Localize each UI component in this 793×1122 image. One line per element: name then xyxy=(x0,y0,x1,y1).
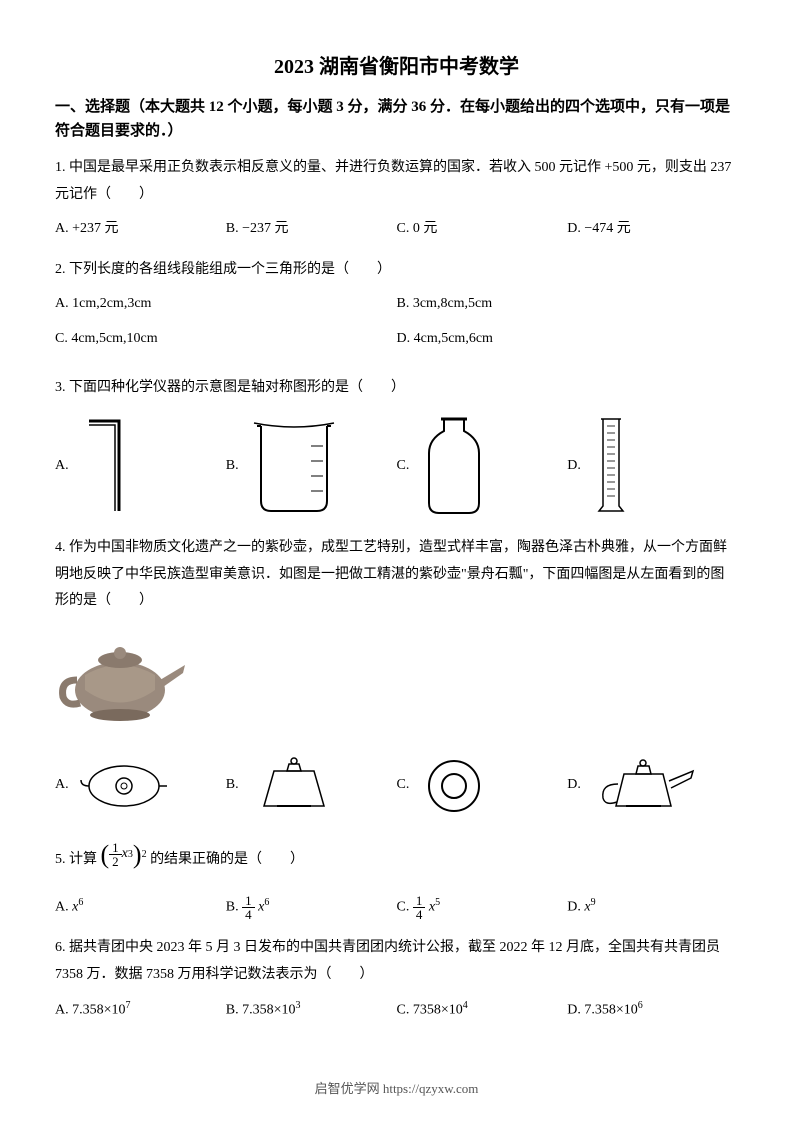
q5-c-label: C. xyxy=(397,900,410,915)
q2-option-a: A. 1cm,2cm,3cm xyxy=(55,291,397,318)
q5-expression: ( 1 2 x3 )2 xyxy=(101,830,147,879)
q6-option-d: D. 7.358×106 xyxy=(567,996,738,1024)
q6-text: 6. 据共青团中央 2023 年 5 月 3 日发布的中国共青团团内统计公报，截… xyxy=(55,935,738,988)
q5-frac-den: 2 xyxy=(109,855,122,868)
side-view-icon xyxy=(591,756,701,816)
question-3: 3. 下面四种化学仪器的示意图是轴对称图形的是（ ） A. B. C. xyxy=(55,375,738,522)
question-1: 1. 中国是最早采用正负数表示相反意义的量、并进行负数运算的国家．若收入 500… xyxy=(55,155,738,243)
question-4: 4. 作为中国非物质文化遗产之一的紫砂壶，成型工艺特别，造型式样丰富，陶器色泽古… xyxy=(55,535,738,815)
q5-a-exp: 6 xyxy=(78,897,83,908)
q3-a-label: A. xyxy=(55,453,69,480)
q5-text-before: 5. 计算 xyxy=(55,852,97,867)
q5-text-after: 的结果正确的是（ ） xyxy=(150,852,304,867)
q3-c-label: C. xyxy=(397,453,410,480)
q5-frac-num: 1 xyxy=(109,841,122,855)
q5-b-label: B. xyxy=(226,900,239,915)
teapot-image xyxy=(55,625,738,736)
q5-option-c: C. 1 4 x5 xyxy=(397,893,568,921)
q6-c-label: C. xyxy=(397,1003,410,1018)
q6-b-label: B. xyxy=(226,1003,239,1018)
q2-options: A. 1cm,2cm,3cm B. 3cm,8cm,5cm C. 4cm,5cm… xyxy=(55,291,738,360)
page-footer: 启智优学网 https://qzyxw.com xyxy=(0,1078,793,1097)
q1-option-d: D. −474 元 xyxy=(567,216,738,243)
front-view-icon xyxy=(249,756,339,816)
q3-option-d: D. xyxy=(567,411,738,521)
section-header: 一、选择题（本大题共 12 个小题，每小题 3 分，满分 36 分．在每小题给出… xyxy=(55,95,738,143)
q4-text: 4. 作为中国非物质文化遗产之一的紫砂壶，成型工艺特别，造型式样丰富，陶器色泽古… xyxy=(55,535,738,615)
q3-options: A. B. C. D. xyxy=(55,411,738,521)
q3-b-label: B. xyxy=(226,453,239,480)
q2-text: 2. 下列长度的各组线段能组成一个三角形的是（ ） xyxy=(55,257,738,284)
q5-a-label: A. xyxy=(55,900,69,915)
q2-option-b: B. 3cm,8cm,5cm xyxy=(397,291,739,318)
q5-d-label: D. xyxy=(567,900,581,915)
q5-option-a: A. x6 xyxy=(55,893,226,921)
q5-c-num: 1 xyxy=(413,894,426,908)
q4-options: A. B. C. D. xyxy=(55,756,738,816)
q6-b-base: 7.358×10 xyxy=(242,1003,295,1018)
q3-text: 3. 下面四种化学仪器的示意图是轴对称图形的是（ ） xyxy=(55,375,738,402)
q5-option-d: D. x9 xyxy=(567,893,738,921)
q4-option-a: A. xyxy=(55,758,226,813)
q6-option-b: B. 7.358×103 xyxy=(226,996,397,1024)
q5-options: A. x6 B. 1 4 x6 C. 1 4 x5 D. x9 xyxy=(55,893,738,921)
question-6: 6. 据共青团中央 2023 年 5 月 3 日发布的中国共青团团内统计公报，截… xyxy=(55,935,738,1024)
q4-option-c: C. xyxy=(397,756,568,816)
q6-option-a: A. 7.358×107 xyxy=(55,996,226,1024)
q5-option-b: B. 1 4 x6 xyxy=(226,893,397,921)
q6-option-c: C. 7358×104 xyxy=(397,996,568,1024)
q4-a-label: A. xyxy=(55,772,69,799)
q5-b-exp: 6 xyxy=(264,897,269,908)
graduated-cylinder-icon xyxy=(591,411,631,521)
q1-option-b: B. −237 元 xyxy=(226,216,397,243)
q4-b-label: B. xyxy=(226,772,239,799)
q3-option-c: C. xyxy=(397,411,568,521)
q3-option-b: B. xyxy=(226,411,397,521)
q5-c-den: 4 xyxy=(413,908,426,921)
q5-b-den: 4 xyxy=(242,908,255,921)
q5-outer-exp: 2 xyxy=(142,845,147,864)
q6-d-base: 7.358×10 xyxy=(584,1003,637,1018)
page-title: 2023 湖南省衡阳市中考数学 xyxy=(55,50,738,79)
question-5: 5. 计算 ( 1 2 x3 )2 的结果正确的是（ ） A. x6 B. 1 … xyxy=(55,830,738,922)
beaker-icon xyxy=(249,411,339,521)
top-view-icon xyxy=(79,758,169,813)
q6-c-exp: 4 xyxy=(463,1000,468,1011)
q4-option-d: D. xyxy=(567,756,738,816)
bottle-icon xyxy=(419,411,489,521)
q5-c-exp: 5 xyxy=(435,897,440,908)
glass-rod-icon xyxy=(79,411,139,521)
q1-text: 1. 中国是最早采用正负数表示相反意义的量、并进行负数运算的国家．若收入 500… xyxy=(55,155,738,208)
q1-option-a: A. +237 元 xyxy=(55,216,226,243)
q6-options: A. 7.358×107 B. 7.358×103 C. 7358×104 D.… xyxy=(55,996,738,1024)
q4-option-b: B. xyxy=(226,756,397,816)
q3-option-a: A. xyxy=(55,411,226,521)
q5-d-exp: 9 xyxy=(591,897,596,908)
q5-b-num: 1 xyxy=(242,894,255,908)
q6-c-base: 7358×10 xyxy=(413,1003,463,1018)
q1-option-c: C. 0 元 xyxy=(397,216,568,243)
teapot-icon xyxy=(55,625,195,725)
q3-d-label: D. xyxy=(567,453,581,480)
q4-c-label: C. xyxy=(397,772,410,799)
q6-a-label: A. xyxy=(55,1003,69,1018)
q6-d-label: D. xyxy=(567,1003,581,1018)
q6-d-exp: 6 xyxy=(638,1000,643,1011)
q6-a-base: 7.358×10 xyxy=(72,1003,125,1018)
q2-option-c: C. 4cm,5cm,10cm xyxy=(55,326,397,353)
q2-option-d: D. 4cm,5cm,6cm xyxy=(397,326,739,353)
bottom-view-icon xyxy=(419,756,489,816)
q4-d-label: D. xyxy=(567,772,581,799)
question-2: 2. 下列长度的各组线段能组成一个三角形的是（ ） A. 1cm,2cm,3cm… xyxy=(55,257,738,361)
q1-options: A. +237 元 B. −237 元 C. 0 元 D. −474 元 xyxy=(55,216,738,243)
q5-text: 5. 计算 ( 1 2 x3 )2 的结果正确的是（ ） xyxy=(55,830,738,879)
q6-b-exp: 3 xyxy=(296,1000,301,1011)
q6-a-exp: 7 xyxy=(126,1000,131,1011)
